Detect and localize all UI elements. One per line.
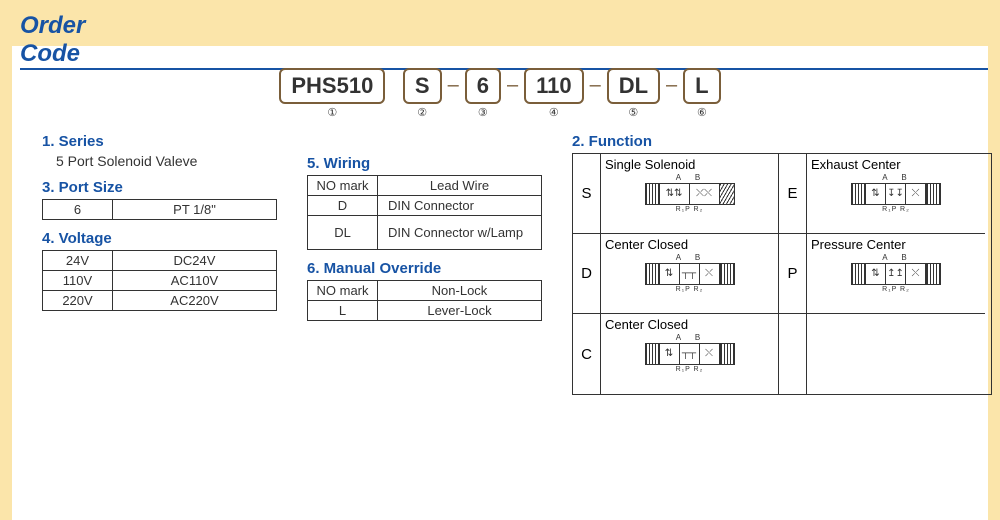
table-row: D DIN Connector — [308, 196, 542, 216]
page-frame: Order Code PHS510 ① S ② – 6 ③ – 110 ④ – … — [0, 0, 1000, 520]
cell: PT 1/8" — [113, 200, 277, 220]
table-row: 110V AC110V — [43, 271, 277, 291]
dash: – — [507, 68, 518, 97]
table-row: L Lever-Lock — [308, 301, 542, 321]
func-code: S — [573, 154, 601, 234]
page-title: Order Code — [20, 12, 988, 70]
table-row: 220V AC220V — [43, 291, 277, 311]
cell: L — [308, 301, 378, 321]
cell: Lead Wire — [378, 176, 542, 196]
code-seg-4: 110 ④ — [524, 68, 584, 119]
pneumatic-symbol-icon: A B ⇅⇅ ⤬⤬ R₁P R₂ — [605, 174, 774, 213]
column-1: 1. Series 5 Port Solenoid Valeve 3. Port… — [42, 133, 277, 395]
cell: AC110V — [113, 271, 277, 291]
content-columns: 1. Series 5 Port Solenoid Valeve 3. Port… — [12, 119, 988, 395]
func-cell-exhaust-center: Exhaust Center A B ⇅ ↧↧ ⤬ R₁P R₂ — [807, 154, 985, 234]
dash: – — [666, 68, 677, 97]
code-seg-6: L ⑥ — [683, 68, 720, 119]
title-bar: Order Code — [12, 12, 988, 46]
code-seg-1: PHS510 ① — [279, 68, 385, 119]
heading-override: 6. Manual Override — [307, 260, 542, 277]
series-text: 5 Port Solenoid Valeve — [42, 153, 277, 169]
func-label: Center Closed — [605, 237, 774, 252]
empty-cell — [779, 314, 807, 394]
dash: – — [448, 68, 459, 97]
func-cell-pressure-center: Pressure Center A B ⇅ ↥↥ ⤬ R₁P R₂ — [807, 234, 985, 314]
code-box: L — [683, 68, 720, 104]
pneumatic-symbol-icon: A B ⇅ ┬┬ ⤬ R₁P R₂ — [605, 334, 774, 373]
column-3: 2. Function S Single Solenoid A B ⇅⇅ ⤬⤬ … — [572, 133, 992, 395]
code-index: ③ — [465, 106, 501, 119]
code-index: ① — [279, 106, 385, 119]
heading-series: 1. Series — [42, 133, 277, 150]
table-row: NO mark Lead Wire — [308, 176, 542, 196]
table-row: 6 PT 1/8" — [43, 200, 277, 220]
cell: DL — [308, 216, 378, 250]
code-index: ⑤ — [607, 106, 660, 119]
table-voltage: 24V DC24V 110V AC110V 220V AC220V — [42, 250, 277, 311]
cell: DIN Connector — [378, 196, 542, 216]
code-box: 110 — [524, 68, 584, 104]
func-label: Exhaust Center — [811, 157, 981, 172]
function-grid: S Single Solenoid A B ⇅⇅ ⤬⤬ R₁P R₂ — [572, 153, 992, 395]
code-index: ④ — [524, 106, 584, 119]
cell: 220V — [43, 291, 113, 311]
func-code: D — [573, 234, 601, 314]
order-code-row: PHS510 ① S ② – 6 ③ – 110 ④ – DL ⑤ – L ⑥ — [12, 68, 988, 119]
func-label: Single Solenoid — [605, 157, 774, 172]
cell: DC24V — [113, 251, 277, 271]
empty-cell — [807, 314, 985, 394]
func-code: P — [779, 234, 807, 314]
cell: NO mark — [308, 176, 378, 196]
cell: 110V — [43, 271, 113, 291]
cell: AC220V — [113, 291, 277, 311]
func-cell-center-closed-d: Center Closed A B ⇅ ┬┬ ⤬ R₁P R₂ — [601, 234, 779, 314]
func-cell-center-closed-c: Center Closed A B ⇅ ┬┬ ⤬ R₁P R₂ — [601, 314, 779, 394]
cell: 24V — [43, 251, 113, 271]
cell: DIN Connector w/Lamp — [378, 216, 542, 250]
dash — [391, 68, 397, 97]
table-row: DL DIN Connector w/Lamp — [308, 216, 542, 250]
table-port-size: 6 PT 1/8" — [42, 199, 277, 220]
cell: 6 — [43, 200, 113, 220]
table-wiring: NO mark Lead Wire D DIN Connector DL DIN… — [307, 175, 542, 250]
cell: NO mark — [308, 281, 378, 301]
heading-function: 2. Function — [572, 133, 992, 150]
heading-port-size: 3. Port Size — [42, 179, 277, 196]
pneumatic-symbol-icon: A B ⇅ ↥↥ ⤬ R₁P R₂ — [811, 254, 981, 293]
dash: – — [590, 68, 601, 97]
code-box: PHS510 — [279, 68, 385, 104]
code-seg-2: S ② — [403, 68, 442, 119]
table-row: NO mark Non-Lock — [308, 281, 542, 301]
func-label: Pressure Center — [811, 237, 981, 252]
cell: Lever-Lock — [378, 301, 542, 321]
code-seg-3: 6 ③ — [465, 68, 501, 119]
table-override: NO mark Non-Lock L Lever-Lock — [307, 280, 542, 321]
code-box: S — [403, 68, 442, 104]
func-code: E — [779, 154, 807, 234]
func-label: Center Closed — [605, 317, 774, 332]
code-box: DL — [607, 68, 660, 104]
heading-wiring: 5. Wiring — [307, 155, 542, 172]
func-cell-single-solenoid: Single Solenoid A B ⇅⇅ ⤬⤬ R₁P R₂ — [601, 154, 779, 234]
code-index: ② — [403, 106, 442, 119]
pneumatic-symbol-icon: A B ⇅ ↧↧ ⤬ R₁P R₂ — [811, 174, 981, 213]
table-row: 24V DC24V — [43, 251, 277, 271]
heading-voltage: 4. Voltage — [42, 230, 277, 247]
cell: Non-Lock — [378, 281, 542, 301]
func-code: C — [573, 314, 601, 394]
cell: D — [308, 196, 378, 216]
code-index: ⑥ — [683, 106, 720, 119]
code-seg-5: DL ⑤ — [607, 68, 660, 119]
pneumatic-symbol-icon: A B ⇅ ┬┬ ⤬ R₁P R₂ — [605, 254, 774, 293]
code-box: 6 — [465, 68, 501, 104]
column-2: 5. Wiring NO mark Lead Wire D DIN Connec… — [307, 133, 542, 395]
